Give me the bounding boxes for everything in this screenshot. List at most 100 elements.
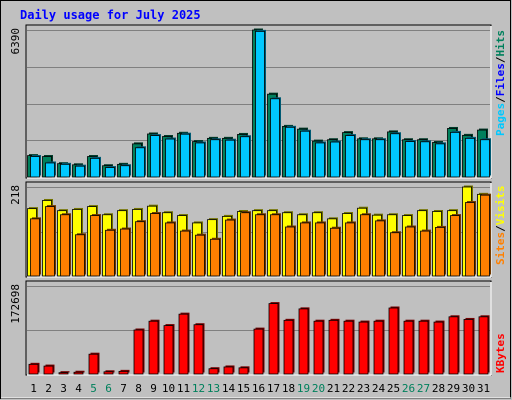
day-label: 2 [45,382,52,395]
bar-pages-pages-day-13 [210,139,220,178]
bar-pages-pages-day-22 [345,135,355,178]
bar-visits-sites-day-28 [435,227,445,277]
bar-visits-sites-day-3 [60,214,70,277]
bar-pages-pages-day-1 [30,156,40,178]
bar-pages-pages-day-20 [315,142,325,178]
bar-kbytes-kbytes-day-4 [73,371,84,375]
day-label: 7 [120,382,127,395]
bar-pages-pages-day-9 [150,135,160,178]
bar-kbytes-kbytes-day-9 [148,320,159,375]
bar-pages-pages-day-27 [420,141,430,178]
bar-kbytes-kbytes-day-23 [358,321,369,375]
bar-kbytes-kbytes-day-1 [28,363,39,375]
bar-kbytes-kbytes-day-26 [403,320,414,375]
day-label: 12 [192,382,205,395]
bar-visits-sites-day-11 [180,230,190,277]
day-label: 31 [477,382,490,395]
day-label: 1 [30,382,37,395]
panel-visits: 218 Sites/Visits [9,181,507,278]
bar-visits-sites-day-31 [480,194,490,277]
bar-pages-pages-day-28 [435,143,445,178]
bar-pages-pages-day-5 [90,157,100,178]
bar-pages-pages-day-23 [360,139,370,178]
bar-visits-sites-day-26 [405,226,415,277]
day-label: 11 [177,382,190,395]
panel-kbytes: 172698 KBytes [9,280,507,376]
bar-kbytes-kbytes-day-7 [118,370,129,375]
bar-pages-pages-day-2 [45,162,55,178]
panel-kbytes-max-label: 172698 [9,284,22,324]
bar-kbytes-kbytes-day-10 [163,325,174,375]
bar-pages-pages-day-6 [105,167,115,178]
bar-kbytes-kbytes-day-14 [223,366,234,375]
bar-pages-pages-day-17 [270,98,280,178]
bar-visits-sites-day-14 [225,219,235,277]
day-label: 10 [162,382,175,395]
day-label: 25 [387,382,400,395]
day-label: 4 [75,382,82,395]
bar-visits-sites-day-22 [345,222,355,277]
bar-visits-sites-day-8 [135,221,145,277]
bar-pages-pages-day-24 [375,139,385,178]
bar-kbytes-kbytes-day-2 [43,365,54,375]
bar-pages-pages-day-29 [450,131,460,178]
bar-pages-pages-day-25 [390,133,400,178]
bar-pages-pages-day-10 [165,138,175,178]
bar-visits-sites-day-23 [360,214,370,277]
bar-visits-sites-day-15 [240,212,250,277]
bar-visits-sites-day-18 [285,226,295,277]
bar-visits-sites-day-7 [120,228,130,277]
day-label: 14 [222,382,236,395]
day-label: 17 [267,382,280,395]
bar-pages-pages-day-7 [120,165,130,178]
panel-kbytes-legend: KBytes [494,333,507,373]
bar-pages-pages-day-21 [330,141,340,178]
bar-kbytes-kbytes-day-21 [328,319,339,375]
bar-kbytes-kbytes-day-12 [193,324,204,375]
bar-pages-pages-day-8 [135,147,145,178]
bar-visits-sites-day-25 [390,232,400,277]
day-label: 15 [237,382,250,395]
bar-pages-pages-day-19 [300,130,310,178]
bar-visits-sites-day-4 [75,234,85,277]
bar-kbytes-kbytes-day-22 [343,320,354,375]
bar-visits-sites-day-17 [270,214,280,277]
bar-visits-sites-day-2 [45,206,55,277]
bar-kbytes-kbytes-day-18 [283,319,294,375]
day-label: 13 [207,382,220,395]
legend-entry: Hits [494,30,507,57]
bar-kbytes-kbytes-day-13 [208,368,219,375]
chart-title: Daily usage for July 2025 [20,8,201,22]
day-label: 3 [60,382,67,395]
legend-entry: / [494,56,507,63]
panel-pages-legend: Pages/Files/Hits [494,30,507,136]
bar-kbytes-kbytes-day-6 [103,371,114,375]
bar-kbytes-kbytes-day-8 [133,329,144,375]
legend-entry: KBytes [494,333,507,373]
bar-pages-pages-day-31 [480,139,490,178]
day-label: 20 [312,382,325,395]
day-label: 24 [372,382,386,395]
legend-entry: Sites [494,232,507,265]
bar-visits-sites-day-20 [315,222,325,277]
bar-kbytes-kbytes-depth [75,370,85,373]
legend-entry: / [494,96,507,103]
bar-kbytes-kbytes-day-27 [418,320,429,375]
bar-kbytes-kbytes-day-17 [268,303,279,375]
day-label: 27 [417,382,430,395]
day-label: 23 [357,382,370,395]
bar-visits-sites-day-9 [150,213,160,277]
bar-visits-sites-day-5 [90,215,100,277]
legend-entry: Pages [494,103,507,136]
day-label: 26 [402,382,415,395]
bar-visits-sites-day-16 [255,214,265,277]
bar-kbytes-kbytes-day-11 [178,313,189,375]
bar-visits-sites-day-30 [465,202,475,277]
bar-visits-sites-day-29 [450,215,460,277]
day-label: 29 [447,382,460,395]
day-axis: 1 2 3 4 5 6 7 8 9 10 11 12 13 14 15 16 17 18 19 20 21 22 23 24 2… [30,382,490,395]
bar-pages-pages-day-30 [465,137,475,178]
bar-kbytes-kbytes-day-30 [463,319,474,375]
bar-kbytes-kbytes-day-15 [238,367,249,375]
